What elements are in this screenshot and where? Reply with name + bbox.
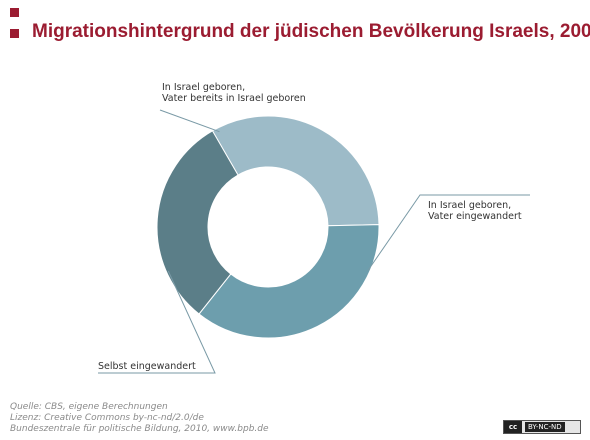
- license-line: Lizenz: Creative Commons by-nc-nd/2.0/de: [10, 413, 204, 423]
- donut-slice-1: [198, 224, 380, 339]
- slice-label-line: In Israel geboren,: [428, 200, 511, 211]
- leader-line-1: [367, 194, 530, 271]
- leader-line-2: [98, 270, 216, 374]
- title-marker: [10, 29, 19, 38]
- cc-license-badge[interactable]: cc BY-NC-ND: [503, 420, 581, 434]
- slice-label-line: Vater bereits in Israel geboren: [162, 93, 306, 104]
- slice-label-line: In Israel geboren,: [162, 82, 245, 93]
- title-marker-top: [10, 8, 19, 17]
- cc-logo-icon: cc: [504, 421, 522, 433]
- slice-label-1: In Israel geboren, Vater eingewandert: [428, 200, 522, 222]
- slice-label-2: Selbst eingewandert: [98, 361, 196, 372]
- slice-label-0: In Israel geboren, Vater bereits in Israe…: [162, 82, 306, 104]
- license-terms: BY-NC-ND: [525, 422, 565, 432]
- donut-slice-0: [211, 115, 380, 227]
- source-footer: Quelle: CBS, eigene Berechnungen Lizenz:…: [10, 402, 269, 435]
- slice-label-line: Selbst eingewandert: [98, 361, 196, 372]
- publisher-line: Bundeszentrale für politische Bildung, 2…: [10, 424, 269, 434]
- leader-line-0: [159, 109, 220, 133]
- donut-slice-2: [156, 130, 239, 315]
- chart-title: Migrationshintergrund der jüdischen Bevö…: [32, 21, 590, 42]
- source-line: Quelle: CBS, eigene Berechnungen: [10, 402, 168, 412]
- slice-label-line: Vater eingewandert: [428, 211, 522, 222]
